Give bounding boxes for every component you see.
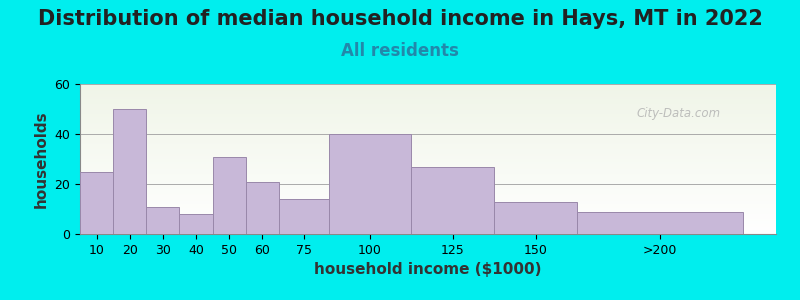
Bar xyxy=(329,134,411,234)
Bar xyxy=(179,214,213,234)
Text: Distribution of median household income in Hays, MT in 2022: Distribution of median household income … xyxy=(38,9,762,29)
Bar xyxy=(577,212,743,234)
Bar xyxy=(246,182,279,234)
Bar xyxy=(113,109,146,234)
Bar xyxy=(80,172,113,234)
Text: City-Data.com: City-Data.com xyxy=(637,107,721,121)
Bar xyxy=(146,206,179,234)
Bar xyxy=(213,157,246,234)
Y-axis label: households: households xyxy=(34,110,49,208)
Text: All residents: All residents xyxy=(341,42,459,60)
Bar xyxy=(279,199,329,234)
Bar xyxy=(411,167,494,234)
Bar xyxy=(494,202,577,234)
X-axis label: household income ($1000): household income ($1000) xyxy=(314,262,542,277)
